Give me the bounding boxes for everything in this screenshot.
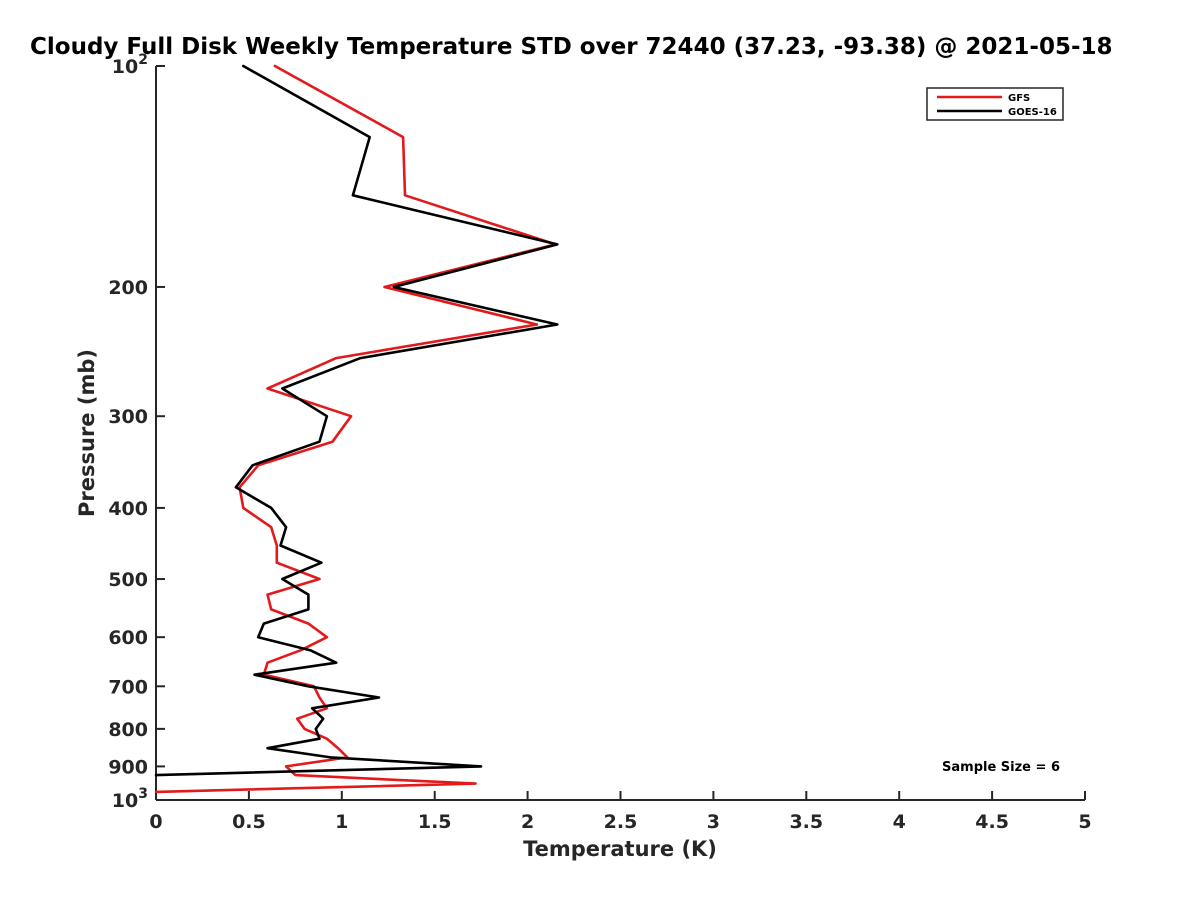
plot-area: 0 0.5 1 1.5 2 2.5 3 3.5 4 4.5 5 102200300400500600… xyxy=(108,52,1091,833)
y-tick-label: 102 xyxy=(112,52,148,78)
y-tick-label: 103 xyxy=(112,786,148,812)
y-tick-exponent: 3 xyxy=(138,786,148,802)
y-tick-label: 500 xyxy=(108,569,148,591)
x-ticks: 0 0.5 1 1.5 2 2.5 3 3.5 4 4.5 5 xyxy=(149,791,1092,833)
chart-title: Cloudy Full Disk Weekly Temperature STD … xyxy=(30,34,1113,60)
x-tick-label: 1.5 xyxy=(418,811,452,833)
x-tick-label: 1 xyxy=(335,811,348,833)
x-tick-label: 2 xyxy=(521,811,534,833)
y-tick-base: 10 xyxy=(112,56,138,78)
y-tick-label: 800 xyxy=(108,719,148,741)
y-tick-label: 900 xyxy=(108,756,148,778)
x-axis-label: Temperature (K) xyxy=(523,837,717,861)
legend-label: GFS xyxy=(1008,93,1030,104)
x-tick-label: 0 xyxy=(149,811,162,833)
y-tick-label: 300 xyxy=(108,406,148,428)
y-tick-exponent: 2 xyxy=(138,52,148,68)
series-line-goes-16 xyxy=(154,64,559,777)
y-tick-label: 200 xyxy=(108,277,148,299)
series-line-gfs xyxy=(154,64,557,794)
x-tick-label: 2.5 xyxy=(604,811,638,833)
y-tick-label: 600 xyxy=(108,627,148,649)
x-tick-label: 3 xyxy=(707,811,720,833)
legend: GFS GOES-16 xyxy=(926,87,1064,121)
y-tick-label: 700 xyxy=(108,676,148,698)
x-tick-label: 4 xyxy=(893,811,906,833)
y-axis-label: Pressure (mb) xyxy=(75,349,99,517)
x-tick-label: 4.5 xyxy=(975,811,1009,833)
y-tick-base: 10 xyxy=(112,790,138,812)
legend-entries: GFS GOES-16 xyxy=(937,93,1057,118)
y-tick-label: 400 xyxy=(108,498,148,520)
x-tick-label: 3.5 xyxy=(789,811,823,833)
x-tick-label: 0.5 xyxy=(232,811,266,833)
sample-size-annotation: Sample Size = 6 xyxy=(942,760,1060,775)
x-tick-label: 5 xyxy=(1078,811,1091,833)
legend-label: GOES-16 xyxy=(1008,107,1057,118)
legend-box xyxy=(926,87,1064,121)
series-lines xyxy=(154,64,559,794)
